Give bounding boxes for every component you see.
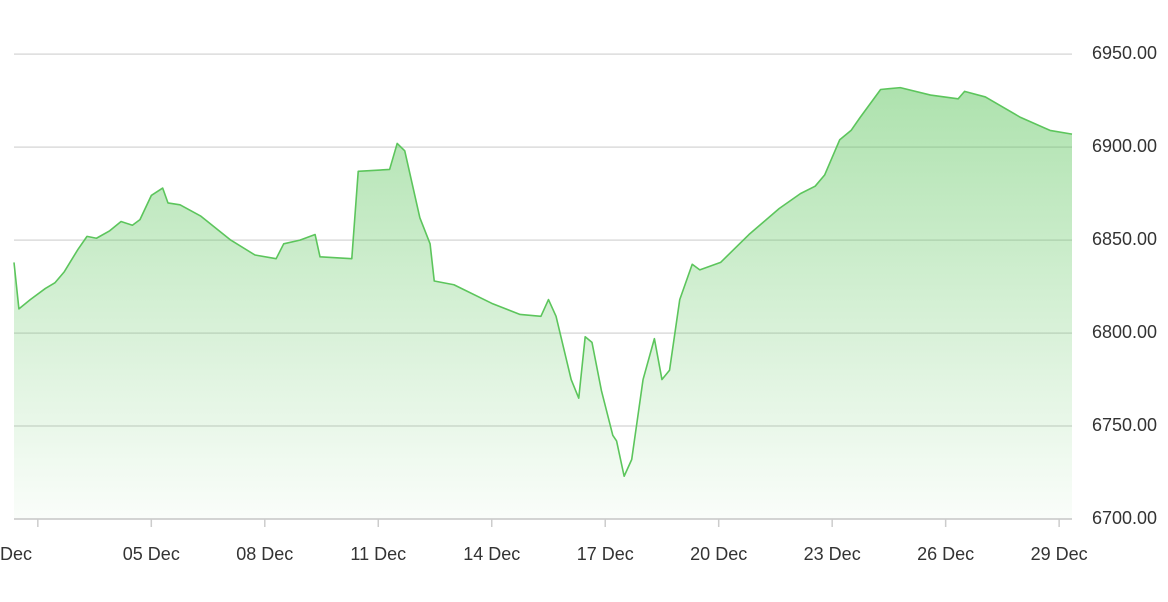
x-tick-label: 26 Dec: [917, 544, 974, 564]
x-tick-label: 23 Dec: [804, 544, 861, 564]
area-fill: [14, 87, 1072, 519]
x-tick-label: 11 Dec: [350, 544, 406, 564]
y-tick-label: 6750.00: [1092, 415, 1157, 435]
y-tick-label: 6700.00: [1092, 508, 1157, 528]
line: [13, 86, 1073, 478]
y-tick-label: 6950.00: [1092, 43, 1157, 63]
x-tick-label: 20 Dec: [690, 544, 747, 564]
x-tick-label: 05 Dec: [123, 544, 180, 564]
y-tick-label: 6800.00: [1092, 322, 1157, 342]
x-tick-label: Dec: [0, 544, 32, 564]
y-tick-label: 6850.00: [1092, 229, 1157, 249]
x-tick-label: 08 Dec: [236, 544, 293, 564]
y-tick-label: 6900.00: [1092, 136, 1157, 156]
x-tick-label: 29 Dec: [1031, 544, 1088, 564]
x-tick-label: 14 Dec: [463, 544, 520, 564]
x-tick-label: 17 Dec: [577, 544, 634, 564]
